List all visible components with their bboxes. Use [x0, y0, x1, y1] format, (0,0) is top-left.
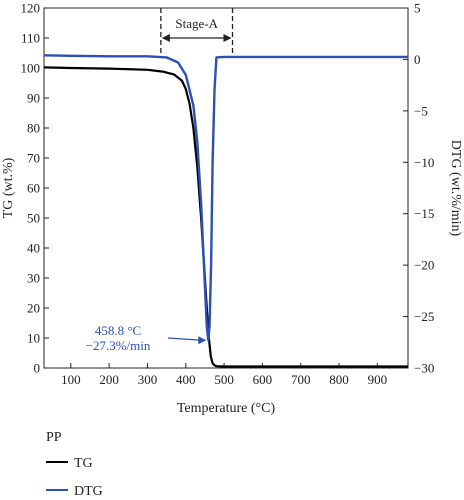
- x-tick-label: 500: [214, 372, 234, 387]
- x-tick-label: 900: [368, 372, 388, 387]
- y-right-tick-label: 5: [414, 1, 421, 16]
- y-left-tick-label: 50: [27, 211, 40, 226]
- y-left-tick-label: 10: [27, 331, 40, 346]
- series-layer: [43, 54, 408, 368]
- x-tick-label: 200: [99, 372, 119, 387]
- y-left-axis-title: TG (wt.%): [1, 157, 16, 218]
- y-left-tick-label: 90: [27, 91, 40, 106]
- annotation-temperature: 458.8 °C: [95, 323, 141, 338]
- y-right-tick-label: −5: [414, 103, 428, 118]
- x-tick-label: 100: [61, 372, 81, 387]
- stage-arrowhead-right: [223, 34, 232, 42]
- y-left-tick-label: 30: [27, 271, 40, 286]
- series-tg-line: [43, 66, 408, 368]
- x-tick-label: 600: [253, 372, 273, 387]
- x-tick-label: 300: [138, 372, 158, 387]
- y-left-tick-label: 0: [34, 361, 41, 376]
- x-tick-label: 800: [329, 372, 349, 387]
- legend: PP TG DTG: [46, 430, 103, 499]
- ticks-layer: 100 200 300 400 500 600 700 800 9000102030405060…: [21, 1, 435, 388]
- annotation-rate: −27.3%/min: [86, 338, 151, 353]
- legend-title: PP: [46, 430, 62, 445]
- series-dtg-line: [43, 54, 408, 342]
- y-left-tick-label: 20: [27, 301, 40, 316]
- legend-tg-label: TG: [74, 456, 93, 471]
- peak-annotation: 458.8 °C−27.3%/min: [86, 323, 207, 353]
- y-right-tick-label: −20: [414, 258, 434, 273]
- y-left-tick-label: 60: [27, 181, 40, 196]
- stage-annotation: Stage-A: [160, 8, 234, 58]
- y-left-tick-label: 40: [27, 241, 40, 256]
- plot-frame: [43, 7, 409, 369]
- x-tick-label: 700: [291, 372, 311, 387]
- annotation-arrowhead: [198, 336, 207, 345]
- x-tick-label: 400: [176, 372, 196, 387]
- y-right-tick-label: −15: [414, 206, 434, 221]
- y-right-tick-label: 0: [414, 52, 421, 67]
- legend-dtg-label: DTG: [74, 484, 103, 499]
- x-axis-title: Temperature (°C): [177, 401, 276, 416]
- y-right-tick-label: −25: [414, 309, 434, 324]
- y-left-tick-label: 100: [21, 61, 41, 76]
- annotation-arrow-line: [167, 337, 203, 341]
- y-right-tick-label: −10: [414, 155, 434, 170]
- y-left-tick-label: 80: [27, 121, 40, 136]
- y-right-axis-title: DTG (wt.%/min): [448, 140, 463, 237]
- y-left-tick-label: 120: [21, 1, 41, 16]
- y-left-tick-label: 110: [21, 31, 40, 46]
- stage-arrowhead-left: [161, 34, 170, 42]
- y-left-tick-label: 70: [27, 151, 40, 166]
- stage-label: Stage-A: [175, 16, 218, 31]
- y-right-tick-label: −30: [414, 361, 434, 376]
